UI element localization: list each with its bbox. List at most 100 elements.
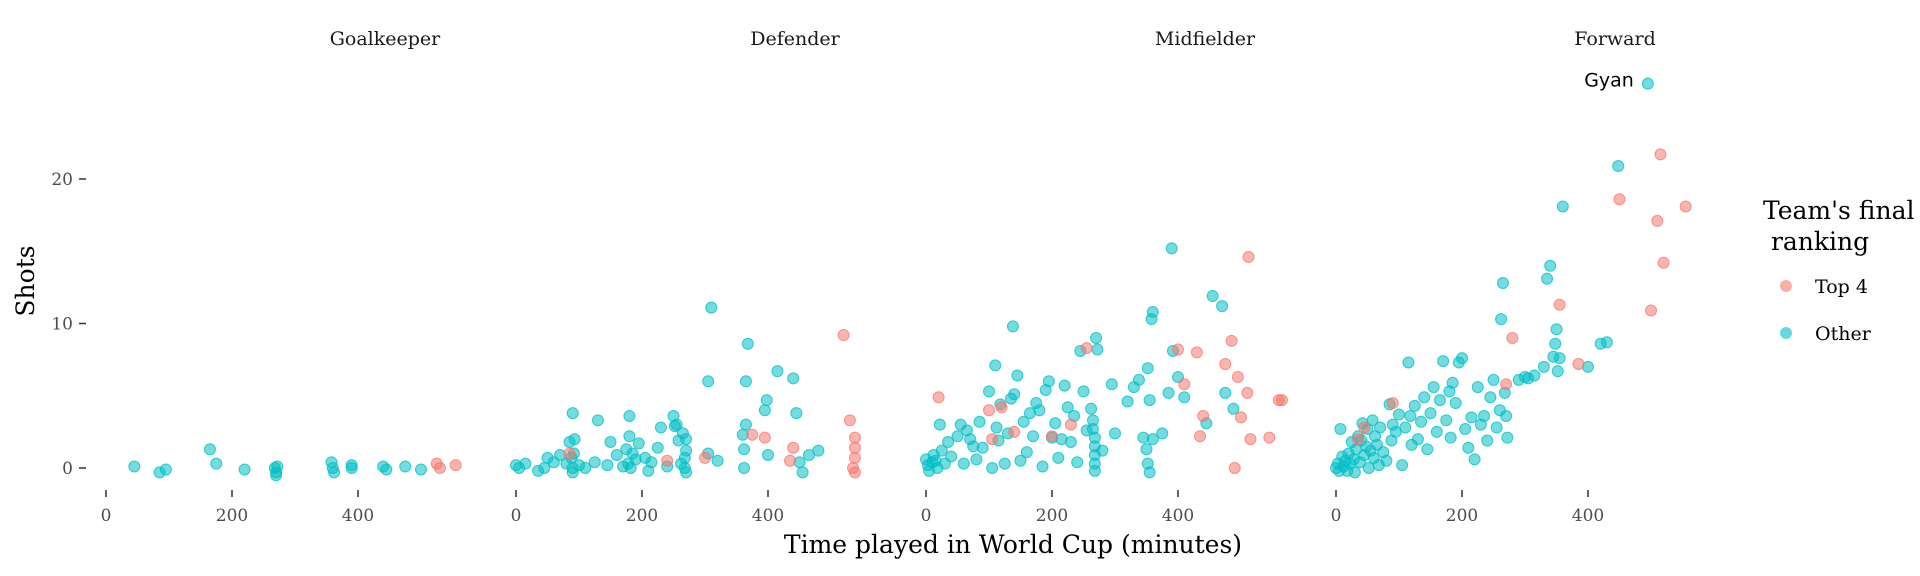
data-point [1572,357,1585,370]
series-top-4 [1352,148,1692,446]
data-point [1415,415,1428,428]
data-point [1556,200,1569,213]
legend-key-other [1780,327,1792,339]
data-point [1427,381,1440,394]
facet-title: Midfielder [1155,28,1256,50]
data-point [328,466,341,479]
series-other [1330,77,1654,479]
data-point [449,459,462,472]
x-tick-label: 200 [216,506,248,526]
data-point [1263,431,1276,444]
data-point [1091,343,1104,356]
data-point [1140,443,1153,456]
data-point [699,451,711,464]
data-point [1020,446,1033,459]
x-axis-title: Time played in World Cup (minutes) [784,530,1242,559]
data-point [1468,453,1481,466]
data-point [1348,466,1361,479]
series-other [128,443,427,482]
data-point [1244,433,1257,446]
y-tick-label: 10 [51,315,73,335]
data-point [1654,148,1667,161]
data-point [1380,454,1393,467]
data-point [415,463,427,476]
data-point [1362,462,1375,474]
data-point [1544,259,1557,272]
data-point [1366,414,1379,427]
data-point [1600,336,1613,349]
data-point [1090,331,1103,344]
legend-title-line-2: ranking [1763,227,1869,256]
data-point [995,401,1008,414]
data-point [1418,391,1431,404]
data-point [1612,159,1625,172]
data-point [1424,407,1437,420]
data-point [1235,411,1247,424]
data-point [1446,376,1459,389]
data-point [771,365,784,378]
data-point [990,421,1003,434]
data-point [1219,357,1232,370]
data-point [738,443,751,456]
data-point [632,437,645,450]
data-point [1172,343,1184,356]
data-point [1052,451,1065,464]
data-point [942,435,955,448]
data-point [1085,402,1098,415]
data-point [1396,459,1409,472]
data-point [983,385,995,398]
data-point [1194,430,1207,443]
data-point [210,457,223,470]
data-point [1006,320,1019,333]
data-point [711,454,724,467]
data-point [1440,414,1453,427]
facet-title: Goalkeeper [330,28,441,50]
legend-label-other: Other [1815,323,1872,345]
data-point [1227,402,1240,415]
data-point [563,447,576,460]
y-tick-label: 0 [62,459,73,479]
data-point [1049,417,1062,430]
data-point [680,433,693,446]
data-point [1334,422,1347,435]
data-point [1146,433,1159,446]
data-point [1449,396,1462,409]
y-axis-title: Shots [11,245,40,316]
data-point [399,460,412,473]
data-point [1352,433,1365,446]
data-point [1178,378,1191,391]
data-point [680,466,693,479]
data-point [945,450,958,463]
data-point [1484,391,1497,404]
data-point [1080,342,1093,355]
data-point [1404,409,1417,422]
data-point [1011,369,1024,382]
legend-key-top-4 [1780,280,1792,292]
data-point [1462,441,1475,454]
data-point [623,430,636,443]
data-point [1657,256,1670,269]
data-point [433,462,446,474]
facet-title: Forward [1574,28,1656,50]
data-point [1465,411,1478,424]
data-point [1216,300,1229,313]
data-point [1141,362,1154,375]
data-point [1430,425,1443,438]
data-point [591,414,604,427]
data-point [1471,381,1484,394]
data-point [705,301,718,314]
facet-forward: Forward 0 200 400 Gyan [1330,28,1692,526]
x-tick-label: 200 [626,506,658,526]
data-point [1506,331,1519,344]
data-point [1077,385,1090,398]
data-point [739,418,752,431]
data-point [1549,337,1562,350]
data-point [203,443,216,456]
data-point [762,448,774,461]
data-point [1143,394,1156,407]
data-point [1143,466,1156,479]
data-point [1064,418,1077,431]
x-tick-label: 0 [101,506,112,526]
